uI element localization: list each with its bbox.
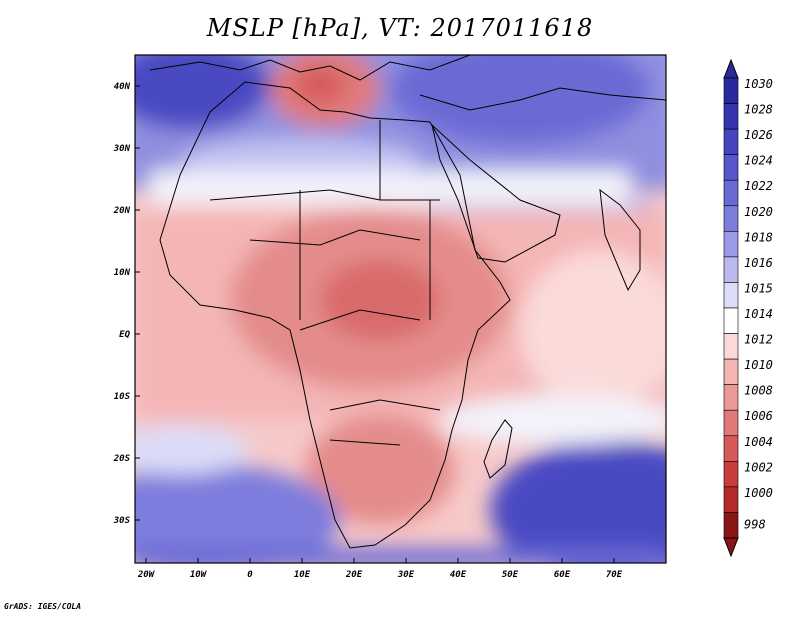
lon-label-20w: 20W	[137, 570, 156, 580]
colorbar-label: 1018	[744, 230, 773, 244]
lat-label-20s: 20S	[113, 454, 131, 464]
colorbar-arrow-top	[723, 58, 739, 79]
latitude-axis: 40N 30N 20N 10N EQ 10S 20S 30S	[113, 82, 140, 526]
lon-label-70e: 70E	[606, 570, 623, 580]
colorbar-swatch	[723, 333, 739, 360]
lon-label-50e: 50E	[502, 570, 519, 580]
colorbar-swatch	[723, 179, 739, 207]
lat-label-20n: 20N	[113, 206, 131, 216]
colorbar-swatch	[723, 231, 739, 258]
pressure-field	[135, 55, 666, 563]
lat-label-30n: 30N	[113, 144, 131, 154]
colorbar-label: 1028	[744, 103, 773, 117]
lat-label-10n: 10N	[114, 268, 131, 278]
colorbar-label: 1026	[744, 128, 773, 142]
colorbar: 1030 1028 1026 1024 1022 1020 1018 1016 1015 1014…	[723, 58, 773, 558]
lon-label-0: 0	[247, 570, 253, 580]
lon-label-60e: 60E	[554, 570, 571, 580]
colorbar-label: 1014	[744, 307, 773, 321]
colorbar-label: 1015	[744, 281, 773, 295]
colorbar-swatch	[723, 435, 739, 462]
colorbar-swatch	[723, 282, 739, 309]
colorbar-swatch	[723, 486, 739, 513]
plot-frame	[134, 54, 667, 564]
lon-label-10e: 10E	[294, 570, 311, 580]
lat-label-eq: EQ	[119, 330, 130, 340]
map-title: MSLP [hPa], VT: 2017011618	[206, 14, 594, 42]
colorbar-swatch	[723, 409, 739, 437]
colorbar-label: 1020	[744, 205, 773, 219]
lon-label-20e: 20E	[345, 570, 363, 580]
colorbar-arrow-bottom	[723, 537, 739, 558]
colorbar-label: 1004	[744, 435, 773, 449]
colorbar-swatch	[723, 256, 739, 283]
colorbar-swatch	[723, 461, 739, 488]
colorbar-swatch	[723, 205, 739, 232]
lat-label-40n: 40N	[114, 82, 131, 92]
colorbar-swatch	[723, 384, 739, 411]
colorbar-label: 1022	[744, 179, 773, 193]
lon-label-10w: 10W	[190, 570, 208, 580]
colorbar-label: 1012	[744, 333, 773, 347]
colorbar-swatch	[723, 358, 739, 385]
colorbar-swatch	[723, 77, 739, 104]
lon-label-30e: 30E	[397, 570, 415, 580]
lat-label-30s: 30S	[113, 516, 131, 526]
colorbar-label: 1006	[744, 409, 773, 423]
longitude-axis: 20W 10W 0 10E 20E 30E 40E 50E 60E 70E	[137, 558, 623, 580]
colorbar-swatch	[723, 154, 739, 181]
colorbar-label: 1024	[744, 154, 773, 168]
credit-text: GrADS: IGES/COLA	[4, 602, 82, 611]
colorbar-label: 1010	[744, 358, 773, 372]
colorbar-swatch	[723, 307, 739, 334]
lat-label-10s: 10S	[114, 392, 131, 402]
colorbar-label: 1016	[744, 256, 773, 270]
colorbar-swatch	[723, 103, 739, 130]
colorbar-label: 1008	[744, 384, 773, 398]
lon-label-40e: 40E	[450, 570, 467, 580]
colorbar-swatch	[723, 512, 739, 539]
colorbar-swatch	[723, 128, 739, 155]
colorbar-label: 1002	[744, 460, 773, 474]
colorbar-label: 998	[744, 517, 766, 531]
coastlines	[149, 55, 666, 549]
colorbar-label: 1030	[744, 77, 773, 91]
colorbar-label: 1000	[744, 486, 773, 500]
